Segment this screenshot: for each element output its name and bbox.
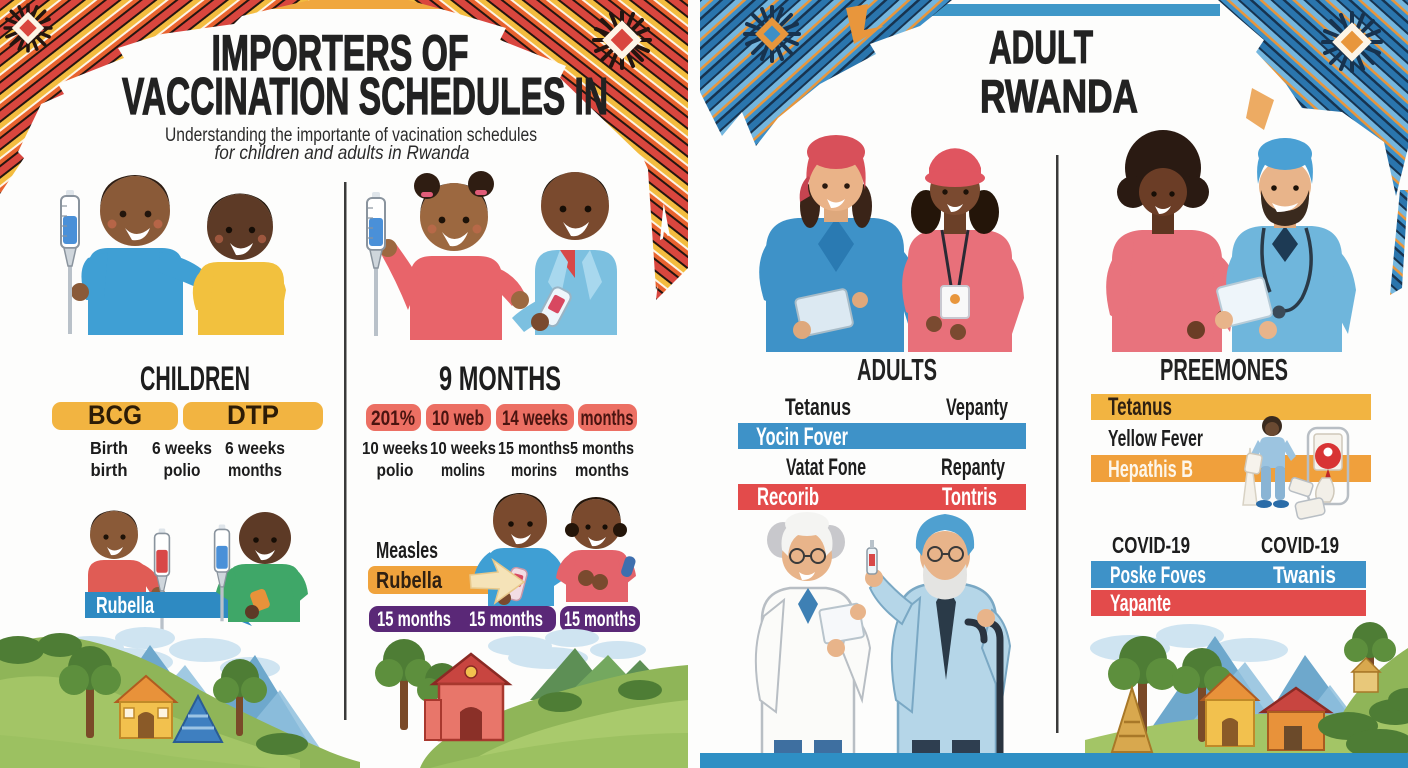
svg-text:months: months: [228, 460, 282, 480]
svg-text:PREEMONES: PREEMONES: [1160, 352, 1288, 387]
svg-text:Recorib: Recorib: [757, 483, 819, 511]
svg-text:molins: molins: [441, 460, 485, 480]
svg-text:Repanty: Repanty: [941, 454, 1005, 481]
svg-text:Yellow Fever: Yellow Fever: [1108, 425, 1203, 451]
svg-text:months: months: [575, 460, 629, 480]
svg-text:Understanding the importante o: Understanding the importante of vacinati…: [165, 125, 537, 146]
svg-text:Twanis: Twanis: [1273, 562, 1336, 589]
svg-text:morins: morins: [511, 460, 557, 480]
svg-text:Birth: Birth: [90, 438, 128, 458]
svg-text:14 weeks: 14 weeks: [502, 407, 568, 430]
svg-text:15 months: 15 months: [469, 608, 543, 631]
svg-text:15 months: 15 months: [564, 608, 636, 631]
svg-text:Vatat Fone: Vatat Fone: [786, 454, 866, 481]
svg-text:ADULT: ADULT: [989, 21, 1093, 73]
svg-text:9 MONTHS: 9 MONTHS: [439, 360, 561, 398]
svg-text:DTP: DTP: [227, 400, 279, 430]
svg-text:CHILDREN: CHILDREN: [140, 360, 250, 398]
svg-text:Vepanty: Vepanty: [946, 394, 1008, 421]
svg-text:Yapante: Yapante: [1110, 590, 1171, 617]
svg-text:Hepathis B: Hepathis B: [1108, 456, 1193, 483]
svg-text:5 months: 5 months: [570, 438, 634, 458]
svg-text:Yocin Fover: Yocin Fover: [756, 423, 848, 451]
svg-text:15 months: 15 months: [498, 438, 570, 458]
svg-text:VACCINATION SCHEDULES IN: VACCINATION SCHEDULES IN: [122, 68, 608, 126]
svg-text:6 weeks: 6 weeks: [225, 438, 285, 458]
svg-text:RWANDA: RWANDA: [980, 70, 1138, 122]
svg-text:Poske Foves: Poske Foves: [1110, 562, 1206, 589]
svg-text:201%: 201%: [371, 407, 415, 430]
svg-text:15 months: 15 months: [377, 608, 451, 631]
svg-text:for children and adults in Rwa: for children and adults in Rwanda: [215, 143, 470, 164]
svg-text:Tetanus: Tetanus: [785, 394, 851, 421]
svg-text:10 web: 10 web: [432, 407, 484, 430]
svg-text:polio: polio: [377, 460, 414, 480]
svg-text:BCG: BCG: [88, 400, 142, 430]
svg-text:Tontris: Tontris: [942, 483, 997, 511]
svg-text:6 weeks: 6 weeks: [152, 438, 212, 458]
svg-text:10 weeks: 10 weeks: [430, 438, 496, 458]
svg-text:polio: polio: [164, 460, 201, 480]
svg-text:Rubella: Rubella: [96, 592, 154, 618]
svg-text:Rubella: Rubella: [376, 567, 442, 593]
svg-text:birth: birth: [91, 460, 128, 480]
svg-text:10 weeks: 10 weeks: [362, 438, 428, 458]
svg-text:COVID-19: COVID-19: [1112, 532, 1190, 558]
svg-text:ADULTS: ADULTS: [857, 352, 937, 387]
svg-text:IMPORTERS OF: IMPORTERS OF: [212, 25, 469, 81]
svg-text:COVID-19: COVID-19: [1261, 532, 1339, 558]
svg-text:Tetanus: Tetanus: [1108, 393, 1172, 421]
svg-text:months: months: [581, 407, 634, 430]
svg-text:Measles: Measles: [376, 537, 438, 563]
